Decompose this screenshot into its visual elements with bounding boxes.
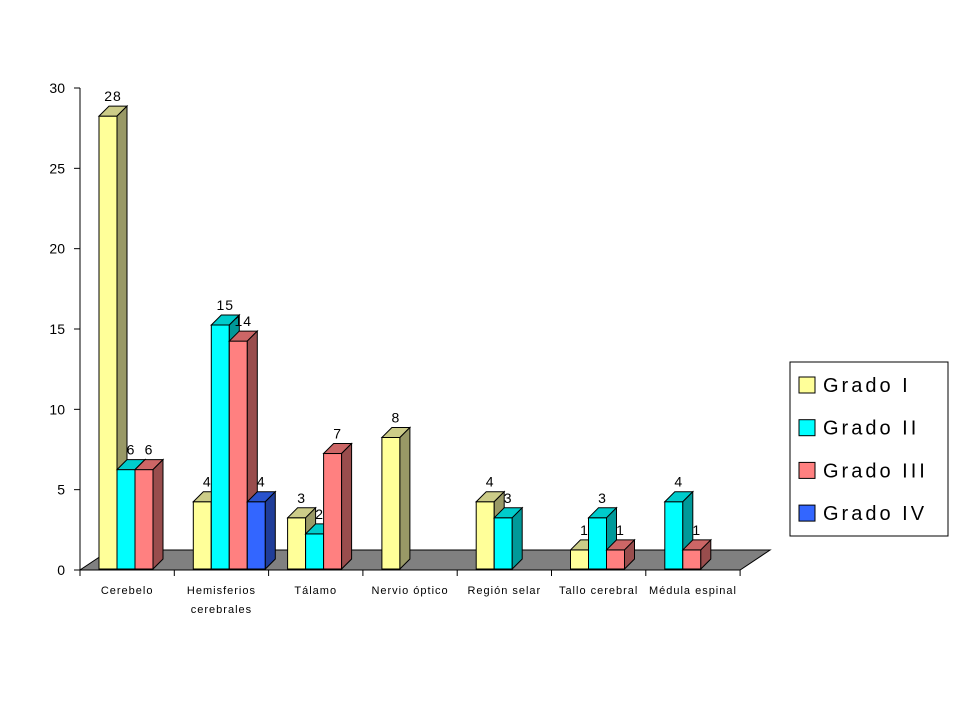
y-tick-label: 0 <box>57 562 65 578</box>
legend-swatch-grado-iii <box>798 461 816 479</box>
bar-side <box>624 538 635 571</box>
bar-grado-iii-tallo-cerebral <box>605 538 636 571</box>
y-tick-label: 20 <box>49 241 65 257</box>
bar-front <box>588 517 607 570</box>
bar-side <box>264 490 276 571</box>
data-label: 15 <box>217 297 235 313</box>
bar-grado-i-nervio-optico <box>380 426 412 571</box>
legend-label-grado-iii: Grado III <box>823 460 928 482</box>
data-label: 3 <box>504 490 513 506</box>
bar-front <box>228 340 248 570</box>
data-label: 1 <box>692 522 701 538</box>
bar-front <box>323 453 343 570</box>
y-tick-label: 10 <box>49 401 65 417</box>
y-tick-label: 30 <box>49 80 65 96</box>
bar-front <box>570 549 589 570</box>
data-label: 2 <box>315 506 324 522</box>
x-tick-label: Tálamo <box>294 585 337 597</box>
data-label: 6 <box>145 442 154 458</box>
bar-side <box>399 426 411 571</box>
y-tick-label: 25 <box>49 160 65 176</box>
bar-grado-ii-region-selar <box>492 506 524 571</box>
bar-front <box>305 533 325 570</box>
x-tick-label: Nervio óptico <box>371 585 448 597</box>
bar-front <box>98 115 118 570</box>
legend-box <box>789 361 949 537</box>
x-tick-label: Región selar <box>467 585 541 597</box>
data-label: 14 <box>235 313 253 329</box>
bar-front <box>116 469 136 570</box>
data-label: 1 <box>580 522 589 538</box>
legend: Grado I Grado II Grado III Grado IV <box>789 361 949 537</box>
bar-grado-iii-cerebelo <box>133 458 165 571</box>
bar-front <box>493 517 513 570</box>
data-label: 4 <box>257 474 266 490</box>
bars <box>97 104 713 571</box>
bar-front <box>682 549 702 570</box>
bar-grado-iii-medula-espinal <box>681 538 713 571</box>
data-label: 4 <box>486 474 495 490</box>
bar-front <box>606 549 625 570</box>
bar-side <box>511 506 523 571</box>
bar-front <box>192 501 212 570</box>
data-label: 1 <box>616 522 625 538</box>
data-label: 6 <box>127 442 136 458</box>
bar-grado-i-cerebelo <box>97 104 129 571</box>
bar-side <box>152 458 164 571</box>
bar-front <box>664 501 684 570</box>
bar-side <box>700 538 712 571</box>
data-label: 3 <box>598 490 607 506</box>
bar-front <box>210 324 230 570</box>
data-label: 7 <box>333 426 342 442</box>
bar-grado-iv-hemisferios-cerebrales <box>246 490 277 571</box>
x-tick-label: Hemisferios <box>187 585 256 597</box>
legend-swatch-grado-iv <box>798 504 816 522</box>
bar-front <box>287 517 307 570</box>
x-tick-label: Cerebelo <box>101 585 154 597</box>
bar-front <box>475 501 495 570</box>
legend-label-grado-ii: Grado II <box>823 418 919 440</box>
data-label: 3 <box>297 490 306 506</box>
x-tick-label: Médula espinal <box>649 585 737 597</box>
legend-swatch-grado-i <box>798 376 816 394</box>
x-tick-label: Tallo cerebral <box>559 585 638 597</box>
axes: 0 5 10 15 20 25 30 Cerebelo Hemisferios cerebrale… <box>49 80 741 616</box>
bar-front <box>381 436 401 570</box>
legend-swatch-grado-ii <box>798 419 816 437</box>
data-label: 4 <box>674 474 683 490</box>
bar-grado-iii-talamo <box>322 442 353 571</box>
y-tick-label: 5 <box>57 482 65 498</box>
data-label: 8 <box>392 409 401 425</box>
data-label: 28 <box>104 88 122 104</box>
legend-label-grado-iv: Grado IV <box>823 503 927 525</box>
bar-side <box>341 442 353 571</box>
bar-front <box>134 469 154 570</box>
x-tick-label: cerebrales <box>191 604 252 616</box>
data-label: 4 <box>203 474 212 490</box>
legend-label-grado-i: Grado I <box>823 375 911 397</box>
y-tick-label: 15 <box>49 321 65 337</box>
bar-front <box>246 501 266 570</box>
